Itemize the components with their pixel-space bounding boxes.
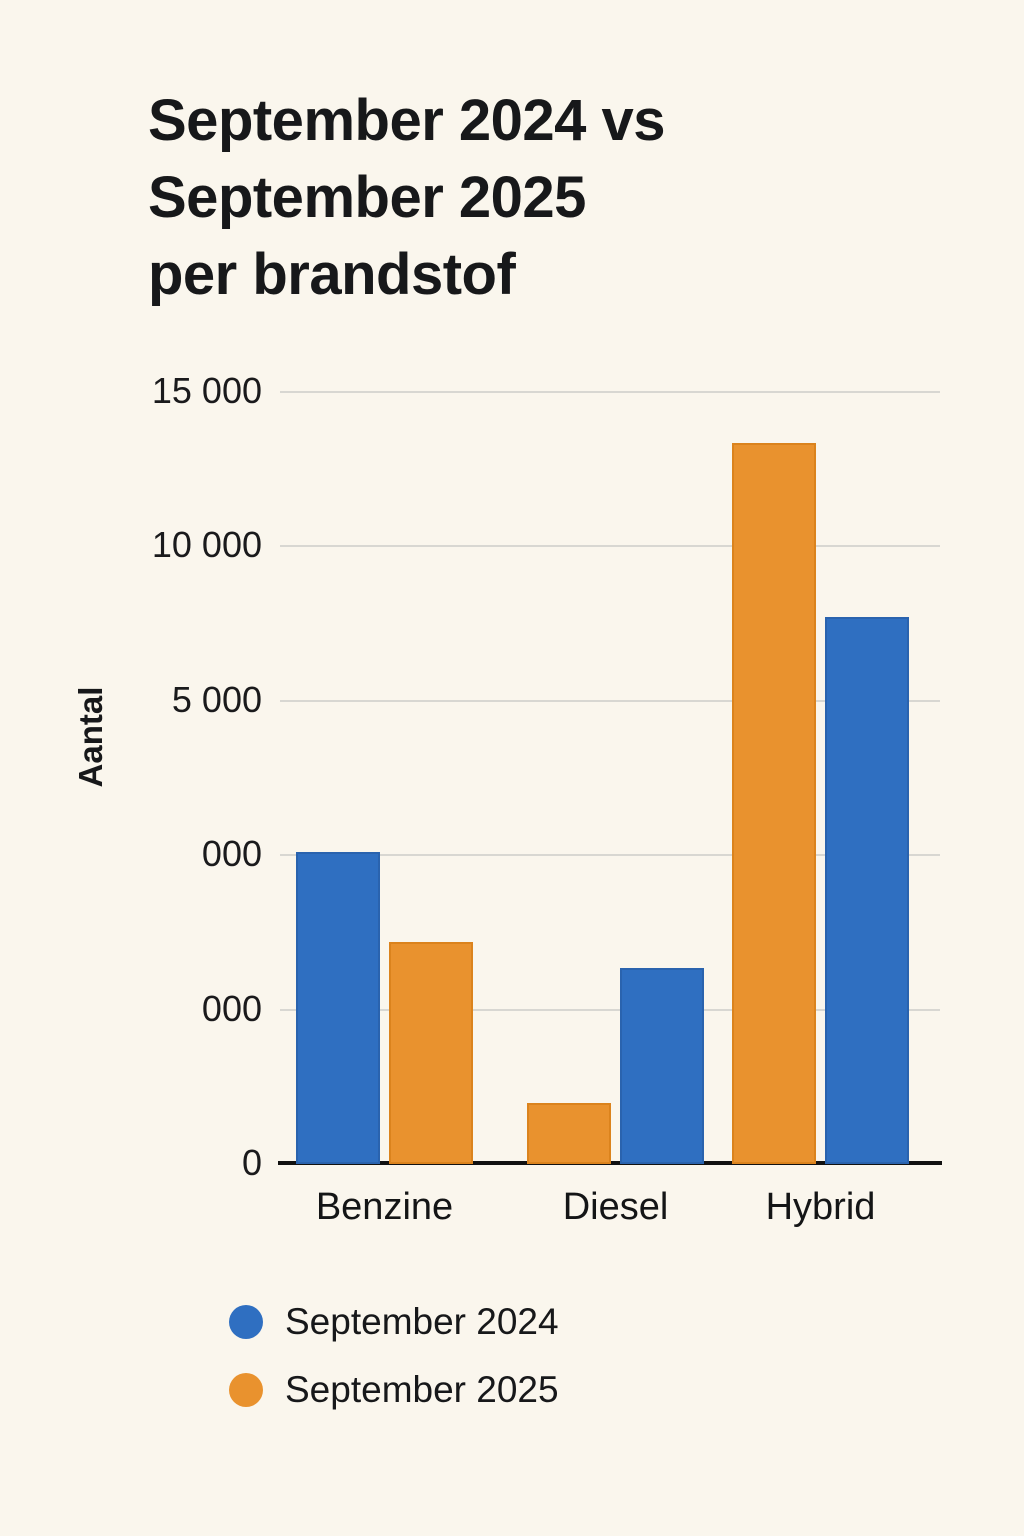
bar-diesel-2024 [620, 968, 704, 1164]
title-line-2: September 2025 [148, 165, 586, 230]
y-tick-label-15000: 15 000 [151, 370, 262, 411]
gridline-12000 [280, 545, 940, 548]
x-category-label-hybrid: Hybrid [765, 1186, 876, 1228]
legend-label-2025: September 2025 [285, 1369, 559, 1410]
x-category-label-benzine: Benzine [315, 1186, 454, 1228]
title-line-3: per brandstof [148, 242, 516, 307]
title-line-1: September 2024 vs [148, 88, 666, 153]
gridline-6000 [280, 854, 940, 857]
y-tick-label-12000: 10 000 [151, 524, 262, 566]
bar-hybrid-2025 [732, 443, 816, 1164]
y-tick-label-3000: 000 [201, 987, 262, 1029]
legend-dot-2024 [229, 1305, 263, 1339]
bar-benzine-2025 [389, 942, 473, 1164]
gridline-15000 [280, 391, 940, 393]
legend-item-2024: September 2024 [229, 1300, 559, 1344]
legend-label-2024: September 2024 [285, 1301, 559, 1342]
y-axis-title: Aantal [72, 686, 109, 788]
y-tick-label-9000: 5 000 [171, 678, 262, 720]
gridline-3000 [280, 1008, 940, 1011]
bar-diesel-2025 [527, 1103, 611, 1164]
legend-item-2025: September 2025 [229, 1368, 559, 1412]
chart-title: September 2024 vs September 2025 per bra… [148, 82, 666, 313]
gridline-9000 [280, 699, 940, 702]
x-category-label-diesel: Diesel [562, 1186, 669, 1228]
legend: September 2024 September 2025 [229, 1300, 559, 1412]
legend-dot-2025 [229, 1373, 263, 1407]
bar-benzine-2024 [296, 852, 380, 1164]
y-tick-label-6000: 000 [201, 833, 262, 875]
bar-hybrid-2024 [825, 617, 909, 1164]
y-tick-label-0: 0 [241, 1142, 262, 1183]
